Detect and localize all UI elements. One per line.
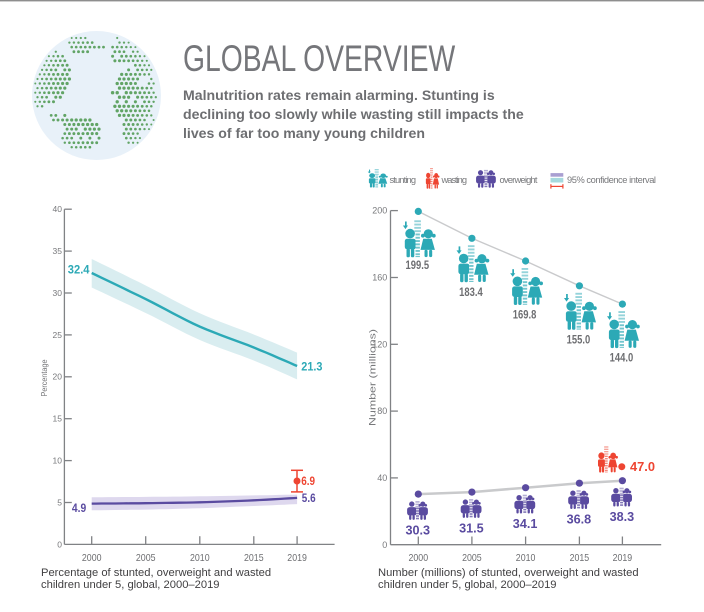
svg-text:Number (millions): Number (millions): [368, 329, 379, 426]
svg-text:40: 40: [377, 473, 387, 483]
svg-text:144.0: 144.0: [610, 351, 634, 365]
svg-text:2010: 2010: [190, 552, 210, 564]
svg-text:32.4: 32.4: [68, 265, 90, 277]
svg-text:5: 5: [57, 497, 62, 507]
svg-text:25: 25: [53, 330, 63, 340]
svg-text:10: 10: [53, 456, 63, 466]
svg-text:80: 80: [377, 406, 387, 416]
svg-text:2005: 2005: [462, 552, 482, 564]
svg-text:2000: 2000: [409, 552, 429, 564]
svg-text:35: 35: [53, 246, 63, 256]
svg-text:20: 20: [53, 372, 63, 382]
svg-text:155.0: 155.0: [567, 332, 591, 346]
svg-text:2015: 2015: [244, 552, 264, 564]
svg-text:5.6: 5.6: [302, 493, 316, 505]
svg-text:0: 0: [382, 540, 387, 550]
svg-text:40: 40: [53, 204, 63, 214]
svg-text:183.4: 183.4: [459, 285, 483, 299]
svg-text:15: 15: [53, 414, 63, 424]
svg-text:31.5: 31.5: [459, 521, 484, 535]
svg-text:stunting: stunting: [390, 175, 417, 185]
svg-text:160: 160: [372, 273, 387, 283]
svg-text:199.5: 199.5: [406, 258, 430, 272]
svg-text:200: 200: [372, 206, 387, 216]
svg-text:2000: 2000: [82, 552, 102, 564]
svg-text:wasting: wasting: [441, 175, 468, 185]
svg-text:overweight: overweight: [500, 175, 538, 185]
svg-text:47.0: 47.0: [630, 460, 655, 474]
svg-text:0: 0: [57, 539, 62, 549]
svg-text:30: 30: [53, 288, 63, 298]
svg-text:36.8: 36.8: [567, 512, 592, 526]
svg-text:4.9: 4.9: [72, 503, 86, 515]
svg-text:34.1: 34.1: [513, 517, 538, 531]
svg-text:21.3: 21.3: [301, 362, 322, 374]
svg-text:38.3: 38.3: [610, 510, 635, 524]
svg-text:169.8: 169.8: [513, 308, 537, 322]
svg-text:2019: 2019: [613, 552, 633, 564]
svg-text:6.9: 6.9: [301, 476, 315, 488]
svg-text:2019: 2019: [287, 552, 307, 564]
svg-text:30.3: 30.3: [406, 523, 431, 537]
svg-text:2015: 2015: [570, 552, 590, 564]
svg-text:2005: 2005: [136, 552, 156, 564]
svg-text:Percentage: Percentage: [40, 360, 49, 397]
svg-text:2010: 2010: [516, 552, 536, 564]
svg-text:95% confidence interval: 95% confidence interval: [567, 175, 656, 185]
svg-text:120: 120: [372, 339, 387, 349]
